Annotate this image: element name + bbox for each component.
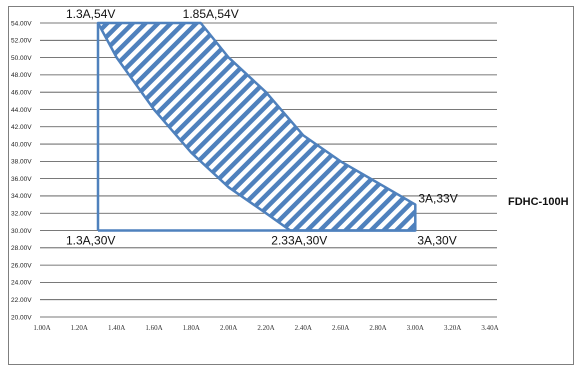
y-tick-label: 34.00V	[11, 193, 32, 200]
y-tick-label: 32.00V	[11, 211, 32, 218]
annotation-label: 3A,30V	[417, 234, 456, 248]
x-tick-label: 1.40A	[108, 324, 125, 332]
point-annotations: 1.3A,54V 1.85A,54V 3A,33V 1.3A,30V 2.33A,30V…	[66, 7, 458, 248]
annotation-label: 3A,33V	[418, 192, 457, 206]
y-tick-label: 50.00V	[11, 55, 32, 62]
y-tick-label: 54.00V	[11, 20, 32, 27]
y-tick-label: 24.00V	[11, 280, 32, 287]
y-tick-label: 40.00V	[11, 141, 32, 148]
y-tick-label: 30.00V	[11, 228, 32, 235]
x-tick-label: 3.40A	[481, 324, 498, 332]
x-tick-label: 1.80A	[183, 324, 200, 332]
y-tick-labels: 54.00V 52.00V 50.00V 48.00V 46.00V 44.00V 42.0…	[11, 20, 32, 321]
annotation-label: 1.85A,54V	[183, 7, 239, 21]
x-tick-label: 1.20A	[71, 324, 88, 332]
x-tick-label: 2.80A	[369, 324, 386, 332]
y-tick-label: 48.00V	[11, 72, 32, 79]
y-tick-label: 42.00V	[11, 124, 32, 131]
x-tick-labels: 1.00A 1.20A 1.40A 1.60A 1.80A 2.00A 2.20A 2.40A…	[33, 324, 498, 332]
y-tick-label: 28.00V	[11, 245, 32, 252]
x-tick-label: 2.20A	[257, 324, 274, 332]
y-tick-label: 36.00V	[11, 176, 32, 183]
hatched-region	[96, 21, 417, 232]
x-tick-label: 1.60A	[145, 324, 162, 332]
annotation-label: 2.33A,30V	[271, 234, 327, 248]
y-tick-label: 22.00V	[11, 297, 32, 304]
x-tick-label: 2.00A	[220, 324, 237, 332]
y-tick-label: 44.00V	[11, 107, 32, 114]
y-tick-label: 20.00V	[11, 314, 32, 321]
x-tick-label: 3.00A	[407, 324, 424, 332]
x-tick-label: 2.60A	[332, 324, 349, 332]
operating-region	[96, 21, 417, 232]
y-tick-label: 26.00V	[11, 262, 32, 269]
x-tick-label: 3.20A	[444, 324, 461, 332]
x-tick-label: 1.00A	[33, 324, 50, 332]
y-tick-label: 46.00V	[11, 89, 32, 96]
model-label: FDHC-100H	[508, 196, 569, 208]
y-tick-label: 38.00V	[11, 159, 32, 166]
y-tick-label: 52.00V	[11, 38, 32, 45]
annotation-label: 1.3A,30V	[66, 234, 115, 248]
annotation-label: 1.3A,54V	[66, 7, 115, 21]
x-tick-label: 2.40A	[295, 324, 312, 332]
